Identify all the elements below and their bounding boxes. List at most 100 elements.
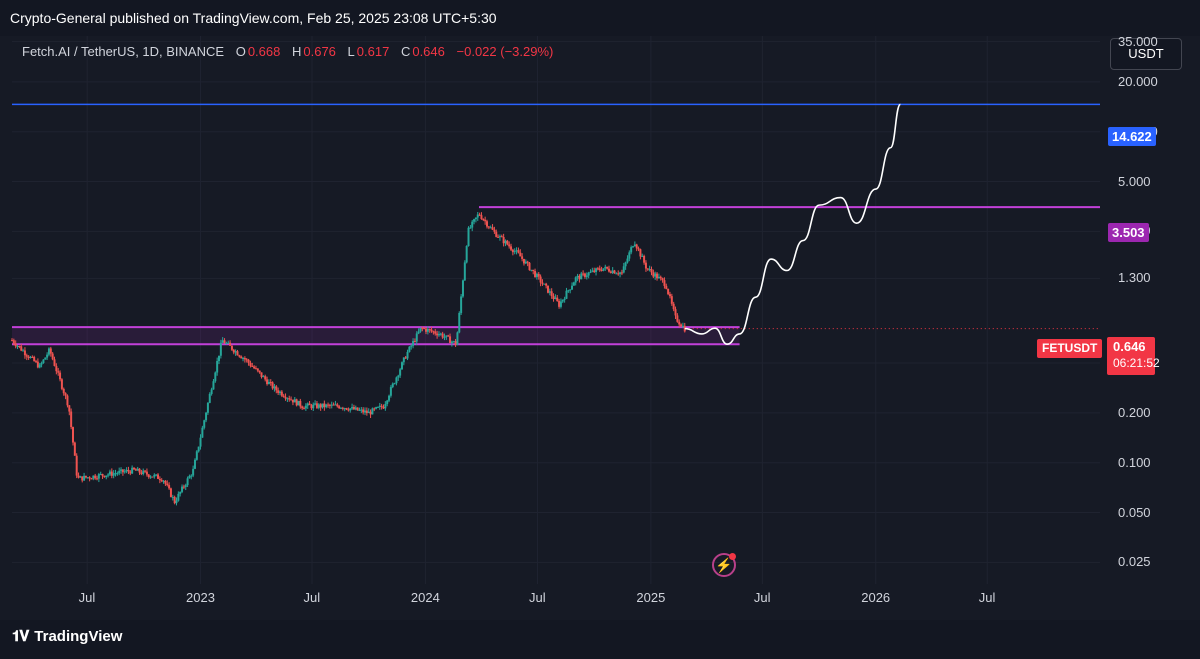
- price-tick-label: 35.000: [1118, 33, 1158, 49]
- candle-body: [572, 282, 575, 286]
- candle-body: [184, 485, 187, 488]
- tradingview-logo[interactable]: 𝟏𝐕 TradingView: [12, 628, 122, 645]
- candle-body: [60, 379, 63, 389]
- candle-body: [317, 404, 320, 408]
- candle-body: [474, 217, 477, 220]
- candle-body: [485, 221, 488, 227]
- candle-body: [221, 340, 224, 343]
- candle-body: [600, 269, 603, 271]
- candle-body: [654, 273, 657, 277]
- candle-body: [234, 351, 237, 353]
- change-value: −0.022 (−3.29%): [456, 44, 554, 59]
- candle-body: [548, 291, 551, 293]
- candle-body: [53, 359, 56, 366]
- candle-body: [336, 404, 339, 407]
- candle-body: [299, 400, 302, 407]
- candle-body: [330, 404, 333, 406]
- candle-body: [354, 407, 357, 410]
- candle-body: [195, 451, 198, 460]
- symbol-title: Fetch.AI / TetherUS, 1D, BINANCE: [22, 44, 225, 59]
- candle-body: [571, 285, 574, 290]
- candle-body: [108, 471, 111, 475]
- time-tick-label: 2024: [410, 590, 440, 605]
- candle-body: [205, 412, 208, 421]
- candle-body: [487, 226, 490, 228]
- candle-body: [646, 268, 649, 270]
- candle-body: [491, 227, 494, 230]
- candle-body: [410, 345, 413, 347]
- candle-body: [426, 329, 429, 332]
- candle-body: [657, 276, 660, 279]
- candle-body: [149, 476, 152, 478]
- candle-body: [482, 219, 485, 221]
- chart-area[interactable]: [10, 36, 1105, 584]
- candle-body: [633, 244, 636, 247]
- candle-body: [461, 280, 464, 297]
- candle-body: [112, 473, 115, 476]
- candle-body: [587, 272, 590, 276]
- candle-body: [254, 368, 257, 370]
- candle-body: [615, 273, 618, 275]
- candle-body: [27, 356, 30, 358]
- time-tick-label: Jul: [78, 590, 96, 605]
- flash-icon[interactable]: ⚡: [712, 553, 736, 577]
- candle-body: [18, 345, 21, 347]
- candle-body: [301, 406, 304, 409]
- candle-body: [290, 399, 293, 401]
- candle-body: [450, 341, 453, 344]
- candle-body: [376, 406, 379, 408]
- candle-body: [604, 266, 607, 269]
- candle-body: [391, 383, 394, 388]
- candle-body: [132, 467, 135, 470]
- candle-body: [251, 365, 254, 367]
- price-tick-label: 0.050: [1118, 504, 1151, 520]
- projection-line: [684, 103, 902, 346]
- candle-body: [369, 411, 372, 415]
- candle-body: [541, 282, 544, 284]
- candle-body: [92, 475, 95, 479]
- purple-level-badge: 3.503: [1108, 223, 1149, 242]
- candle-body: [480, 215, 483, 220]
- candle-body: [419, 327, 422, 332]
- price-tick-label: 0.200: [1118, 404, 1151, 420]
- candle-body: [49, 348, 52, 354]
- candle-body: [467, 227, 470, 246]
- candle-body: [62, 388, 65, 394]
- candle-body: [168, 485, 171, 489]
- candle-body: [155, 474, 158, 476]
- candle-body: [127, 469, 130, 472]
- candle-body: [412, 340, 415, 346]
- candle-body: [449, 336, 452, 344]
- candle-body: [537, 273, 540, 277]
- candle-body: [321, 403, 324, 408]
- candle-body: [559, 301, 562, 307]
- chart-grid: [12, 36, 1100, 584]
- low-value: 0.617: [356, 44, 390, 59]
- candle-body: [208, 393, 211, 403]
- candle-body: [611, 270, 614, 273]
- candle-body: [441, 333, 444, 338]
- candle-body: [552, 296, 555, 300]
- candle-body: [607, 268, 610, 272]
- candle-body: [425, 328, 428, 332]
- candle-body: [245, 359, 248, 361]
- candle-body: [77, 475, 80, 478]
- candle-body: [103, 475, 106, 478]
- candle-body: [334, 404, 337, 406]
- candle-body: [609, 271, 612, 273]
- candle-body: [314, 403, 317, 405]
- candle-body: [648, 269, 651, 271]
- candle-body: [384, 403, 387, 409]
- candle-body: [157, 474, 160, 479]
- candle-body: [674, 309, 677, 316]
- currency-button[interactable]: USDT: [1110, 38, 1182, 70]
- candle-body: [591, 270, 594, 272]
- price-tick-label: 1.300: [1118, 270, 1151, 286]
- candle-body: [173, 496, 176, 504]
- close-value: 0.646: [412, 44, 445, 59]
- symbol-tag: FETUSDT: [1037, 339, 1103, 358]
- candle-body: [116, 473, 119, 475]
- candle-body: [356, 407, 359, 411]
- candle-body: [145, 471, 148, 475]
